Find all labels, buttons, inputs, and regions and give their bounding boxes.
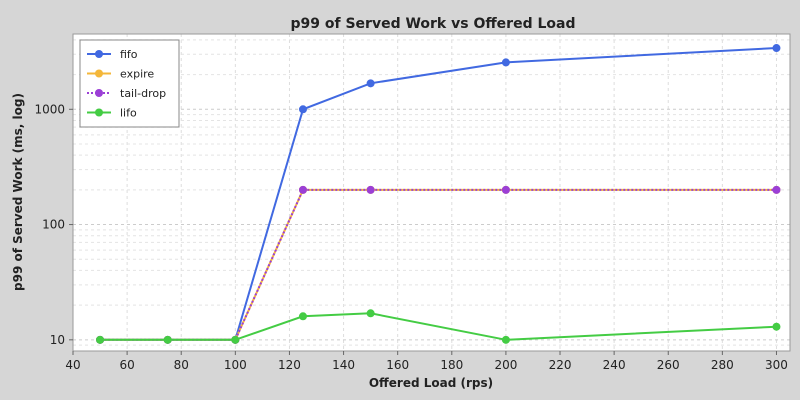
x-tick-label: 260 [657, 358, 680, 372]
y-tick-label: 10 [50, 333, 65, 347]
data-point-tail-drop [366, 185, 375, 194]
data-point-fifo [366, 79, 375, 88]
chart-title: p99 of Served Work vs Offered Load [291, 16, 576, 32]
x-tick-label: 220 [549, 358, 572, 372]
x-tick-label: 160 [386, 358, 409, 372]
data-point-lifo [772, 322, 781, 331]
data-point-lifo [231, 335, 240, 344]
legend-label-tail-drop: tail-drop [120, 87, 166, 100]
x-tick-label: 140 [332, 358, 355, 372]
plot-area [73, 34, 790, 351]
x-axis-label: Offered Load (rps) [369, 376, 493, 390]
legend-label-fifo: fifo [120, 48, 138, 61]
legend-marker-fifo [95, 50, 103, 58]
x-tick-label: 180 [440, 358, 463, 372]
data-point-tail-drop [501, 185, 510, 194]
data-point-lifo [501, 335, 510, 344]
plot-border [72, 33, 791, 352]
data-point-fifo [772, 44, 781, 53]
axes: 40 60 80 100 120 140 160 180 200 220 240 260 280 300 1… [34, 102, 787, 372]
legend-label-expire: expire [120, 68, 154, 81]
data-point-lifo [366, 309, 375, 318]
x-tick-label: 280 [711, 358, 734, 372]
data-point-fifo [501, 58, 510, 67]
y-tick-label: 100 [42, 218, 65, 232]
data-point-lifo [298, 312, 307, 321]
x-tick-label: 100 [224, 358, 247, 372]
legend: fifo expire tail-drop lifo [79, 39, 180, 128]
series-layer [96, 44, 781, 344]
y-axis-label: p99 of Served Work (ms, log) [11, 93, 25, 291]
data-point-lifo [96, 335, 105, 344]
data-point-fifo [298, 105, 307, 114]
legend-marker-expire [95, 69, 103, 78]
x-tick-label: 200 [494, 358, 517, 372]
x-tick-label: 240 [603, 358, 626, 372]
y-tick-label: 1000 [34, 102, 65, 116]
legend-label-lifo: lifo [120, 107, 137, 120]
x-tick-label: 300 [765, 358, 788, 372]
legend-marker-lifo [95, 108, 103, 117]
data-point-tail-drop [772, 185, 781, 194]
x-tick-label: 120 [278, 358, 301, 372]
x-tick-label: 40 [65, 358, 80, 372]
x-tick-label: 60 [119, 358, 134, 372]
data-point-tail-drop [298, 185, 307, 194]
x-tick-label: 80 [174, 358, 189, 372]
data-point-lifo [163, 335, 172, 344]
legend-marker-tail-drop [95, 89, 103, 97]
